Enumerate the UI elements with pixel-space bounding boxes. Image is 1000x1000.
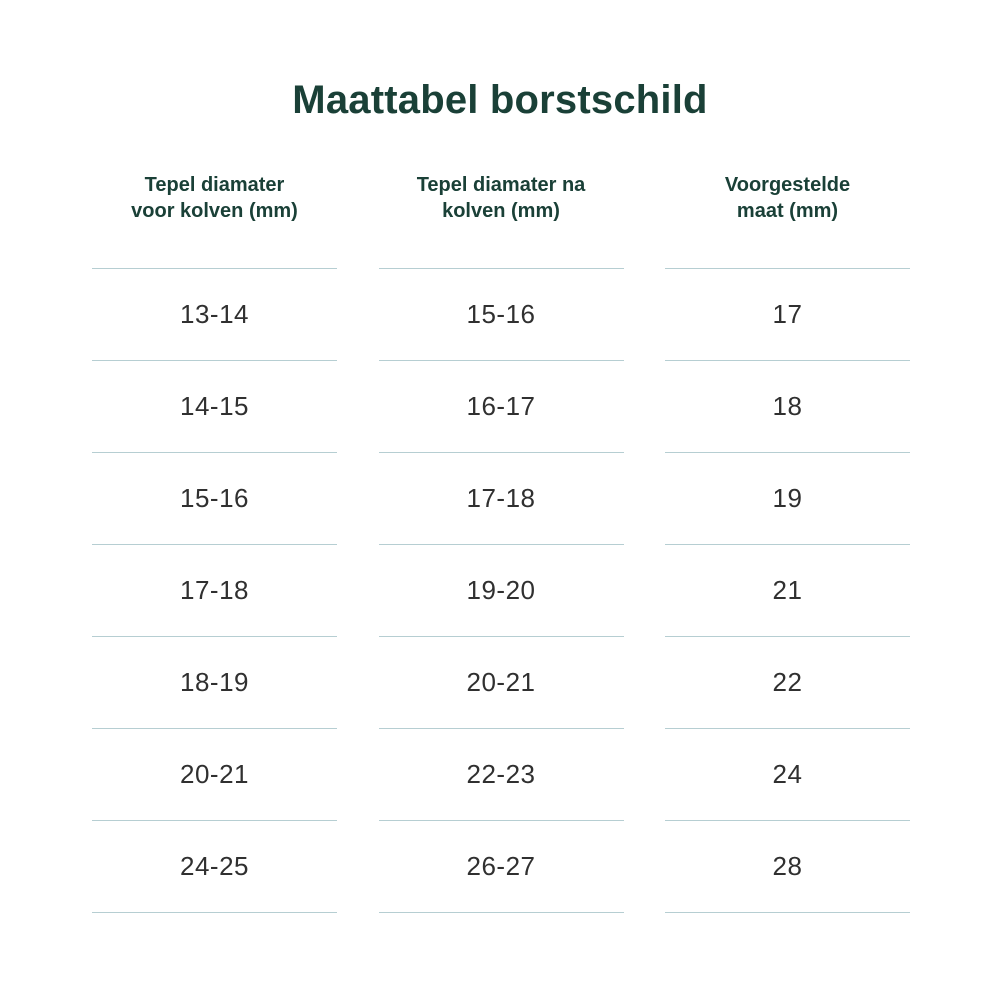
table-cell: 22 (665, 636, 910, 728)
page-title: Maattabel borstschild (292, 78, 708, 122)
table-cell: 13-14 (92, 268, 337, 360)
table-cell: 19 (665, 452, 910, 544)
table-cell: 21 (665, 544, 910, 636)
table-cell: 17-18 (92, 544, 337, 636)
table-cell: 14-15 (92, 360, 337, 452)
column-header-suggested-size: Voorgestelde maat (mm) (665, 168, 910, 268)
column-header-line1: Tepel diamater (144, 174, 285, 196)
column-header-after-pumping: Tepel diamater na kolven (mm) (379, 168, 624, 268)
table-cell: 16-17 (378, 360, 624, 452)
table-cell: 15-16 (92, 452, 337, 544)
size-table: Tepel diamater voor kolven (mm) 13-14 14-… (0, 168, 1000, 913)
table-cell: 18 (665, 360, 910, 452)
table-cell: 19-20 (378, 544, 624, 636)
column-body: 17 18 19 21 22 24 28 (665, 268, 910, 913)
table-cell: 28 (665, 820, 910, 912)
column-before-pumping: Tepel diamater voor kolven (mm) 13-14 14-… (92, 168, 337, 913)
table-cell: 20-21 (92, 728, 337, 820)
table-cell: 22-23 (378, 728, 624, 820)
column-header-line2: kolven (mm) (442, 200, 560, 222)
table-cell: 24-25 (92, 820, 337, 912)
column-header-line1: Tepel diamater na (416, 174, 586, 196)
table-cell: 17 (665, 268, 910, 360)
table-cell: 26-27 (378, 820, 624, 912)
table-cell: 20-21 (378, 636, 624, 728)
column-header-line1: Voorgestelde (724, 174, 851, 196)
column-header-before-pumping: Tepel diamater voor kolven (mm) (92, 168, 337, 268)
column-body: 13-14 14-15 15-16 17-18 18-19 20-21 24-25 (92, 268, 337, 913)
column-header-line2: maat (mm) (736, 200, 839, 222)
table-cell: 18-19 (92, 636, 337, 728)
table-cell: 17-18 (378, 452, 624, 544)
column-after-pumping: Tepel diamater na kolven (mm) 15-16 16-17… (378, 168, 624, 913)
column-suggested-size: Voorgestelde maat (mm) 17 18 19 21 22 24 28 (665, 168, 910, 913)
column-header-line2: voor kolven (mm) (131, 200, 298, 222)
table-cell: 15-16 (378, 268, 624, 360)
column-body: 15-16 16-17 17-18 19-20 20-21 22-23 26-27 (378, 268, 624, 913)
table-cell: 24 (665, 728, 910, 820)
